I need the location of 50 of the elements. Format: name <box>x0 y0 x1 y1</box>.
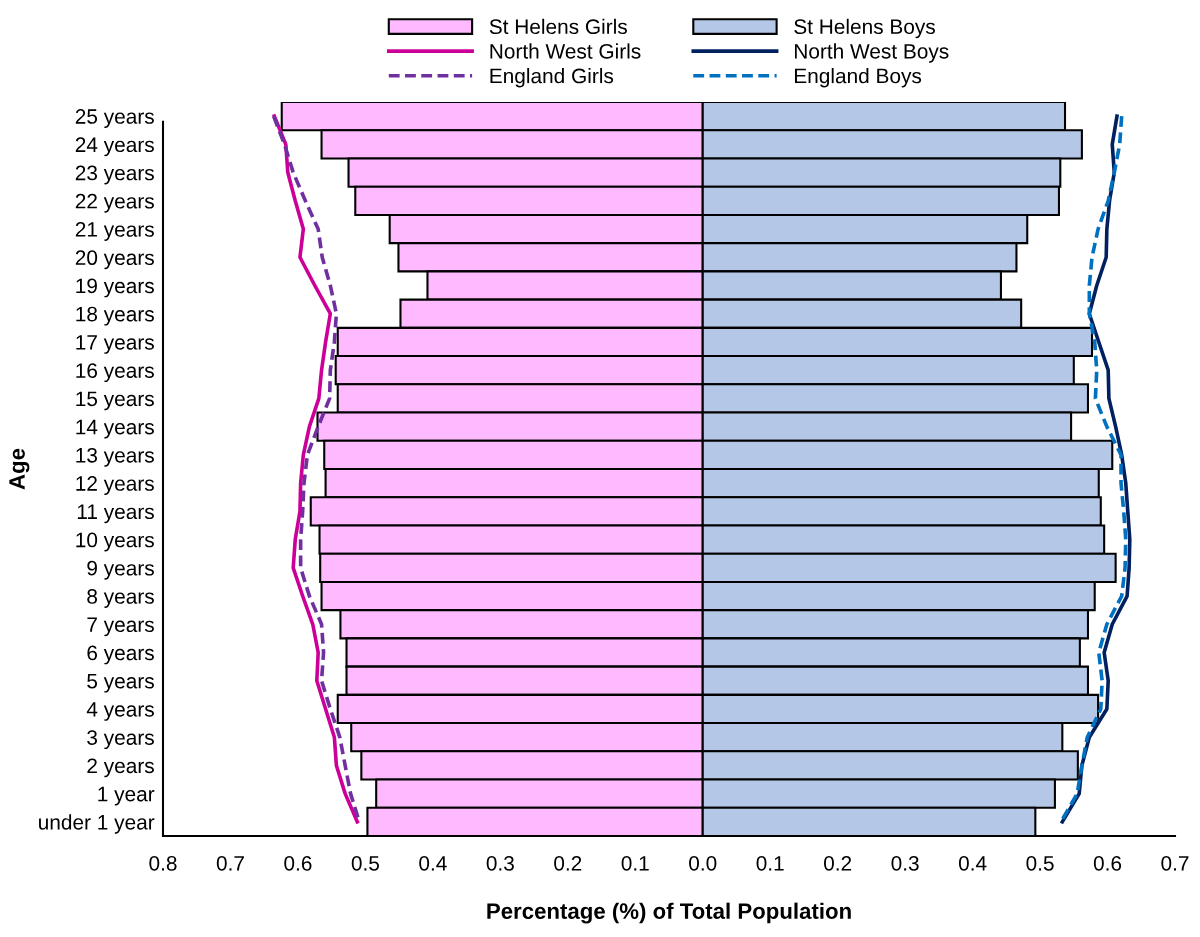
y-tick-label: 24 years <box>75 137 154 157</box>
y-tick-label: 4 years <box>86 702 154 721</box>
y-tick-label: 21 years <box>75 222 154 241</box>
y-tick-label: 6 years <box>87 645 154 665</box>
x-tick-label: 0.5 <box>351 855 380 871</box>
y-tick-label: 12 years <box>76 476 154 495</box>
y-tick-label: 9 years <box>87 560 154 580</box>
x-tick-label: 0.6 <box>284 855 312 871</box>
x-tick-label: 0.3 <box>891 855 919 871</box>
x-tick-label: 0.1 <box>621 855 649 871</box>
y-tick-label: 16 years <box>76 363 154 383</box>
y-tick-label: 14 years <box>76 419 154 439</box>
legend-label: North West Boys <box>795 43 949 63</box>
x-tick-label: 0.2 <box>554 855 582 871</box>
legend-label: England Girls <box>490 68 614 88</box>
x-tick-label: 0.4 <box>419 855 447 871</box>
x-tick-label: 0.7 <box>1161 855 1189 871</box>
x-tick-label: 0.4 <box>958 855 987 871</box>
x-tick-label: 0.5 <box>1026 855 1054 871</box>
legend-label: England Boys <box>795 68 922 88</box>
x-tick-label: 0.8 <box>149 855 177 871</box>
legend-label: St Helens Girls <box>489 18 627 35</box>
y-tick-label: 10 years <box>76 532 154 552</box>
x-axis-title: Percentage (%) of Total Population <box>487 902 851 924</box>
x-tick-label: 0.6 <box>1093 855 1122 871</box>
y-tick-label: 19 years <box>76 278 154 298</box>
y-tick-label: 22 years <box>75 193 154 213</box>
y-tick-label: 2 years <box>87 758 154 778</box>
y-tick-label: 18 years <box>76 306 154 326</box>
y-tick-label: 13 years <box>76 447 154 467</box>
y-tick-label: 15 years <box>76 391 154 411</box>
y-tick-label: 5 years <box>87 673 154 693</box>
y-tick-label: 3 years <box>87 730 154 750</box>
y-axis-title: Age <box>9 448 30 490</box>
y-tick-label: 1 year <box>98 786 155 806</box>
y-tick-label: 20 years <box>75 250 154 270</box>
y-tick-label: under 1 year <box>39 814 155 834</box>
y-tick-label: 23 years <box>75 165 154 185</box>
x-tick-label: 0.7 <box>216 855 244 871</box>
x-tick-label: 0.2 <box>824 855 852 871</box>
legend-label: North West Girls <box>490 43 641 59</box>
legend-label: St Helens Boys <box>794 18 935 39</box>
y-tick-label: 25 years <box>75 109 154 128</box>
x-tick-label: 0.1 <box>756 855 784 871</box>
y-tick-label: 11 years <box>77 504 154 524</box>
x-tick-label: 0.3 <box>486 855 514 871</box>
y-tick-label: 17 years <box>76 335 154 354</box>
x-tick-label: 0.0 <box>689 855 717 871</box>
y-tick-label: 7 years <box>87 617 154 637</box>
y-tick-label: 8 years <box>87 589 154 608</box>
